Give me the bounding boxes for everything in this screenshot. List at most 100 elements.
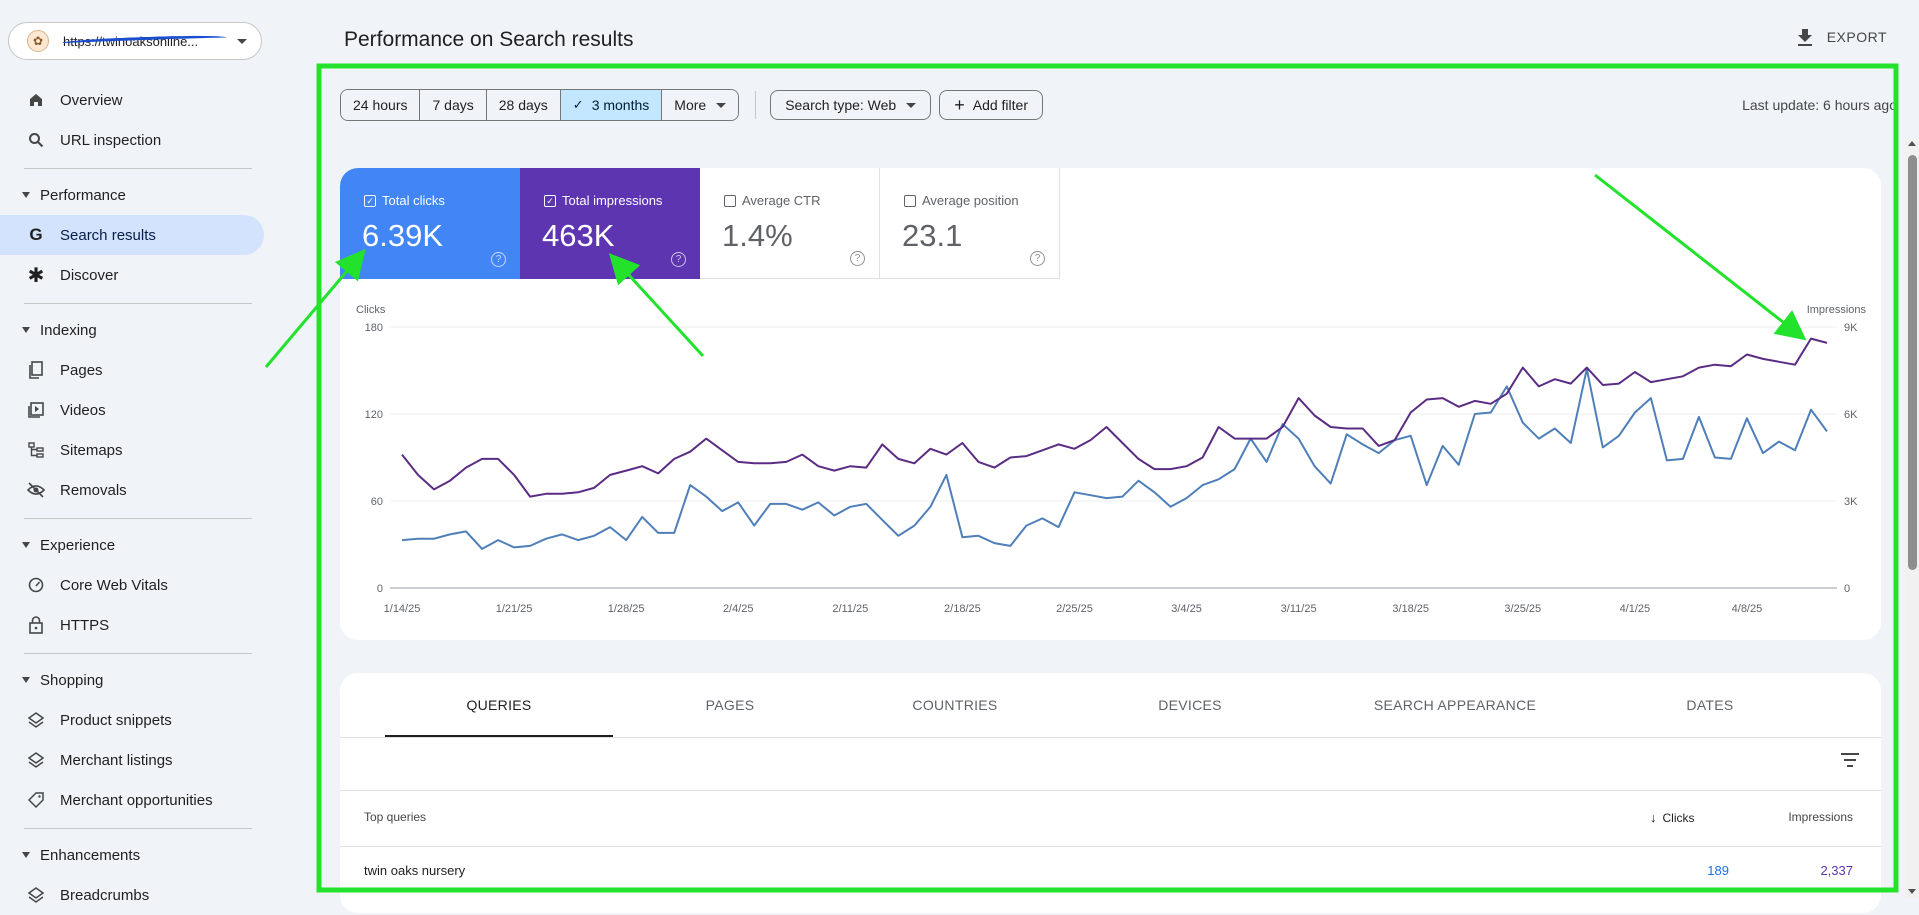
column-header-impressions[interactable]: Impressions xyxy=(1788,810,1853,824)
y-tick-label-left: 120 xyxy=(365,409,383,421)
sidebar-item-label: Sitemaps xyxy=(60,441,123,459)
search-type-dropdown[interactable]: Search type: Web xyxy=(770,90,932,120)
sidebar-item-sitemaps[interactable]: Sitemaps xyxy=(0,430,264,470)
x-tick-label: 2/11/25 xyxy=(832,603,868,615)
search-type-label: Search type: Web xyxy=(785,97,897,113)
sidebar-item-label: Discover xyxy=(60,266,119,284)
pages-icon xyxy=(26,360,46,380)
section-title: Shopping xyxy=(40,671,104,689)
x-tick-label: 2/4/25 xyxy=(723,603,754,615)
section-title: Performance xyxy=(40,186,126,204)
scrollbar-thumb[interactable] xyxy=(1908,155,1917,570)
tab-dates[interactable]: DATES xyxy=(1686,697,1734,713)
sidebar-item-removals[interactable]: Removals xyxy=(0,470,264,510)
divider xyxy=(24,518,252,519)
sidebar-item-product-snippets[interactable]: Product snippets xyxy=(0,700,264,740)
sidebar-item-pages[interactable]: Pages xyxy=(0,350,264,390)
sidebar-item-search-results[interactable]: G Search results xyxy=(0,215,264,255)
section-indexing[interactable]: Indexing xyxy=(0,315,264,345)
sidebar-item-overview[interactable]: Overview xyxy=(0,80,264,120)
range-3-months[interactable]: ✓ 3 months xyxy=(560,90,663,120)
scroll-up-arrow-icon[interactable] xyxy=(1908,141,1916,146)
x-tick-label: 1/14/25 xyxy=(384,603,421,615)
sidebar-item-label: Removals xyxy=(60,481,127,499)
x-tick-label: 3/4/25 xyxy=(1171,603,1202,615)
divider xyxy=(340,790,1881,791)
range-7-days[interactable]: 7 days xyxy=(420,90,487,120)
divider xyxy=(24,303,252,304)
impressions-cell: 2,337 xyxy=(1820,863,1853,878)
layers-icon xyxy=(26,885,46,905)
column-header-query[interactable]: Top queries xyxy=(364,810,427,824)
tab-queries[interactable]: QUERIES xyxy=(466,697,532,713)
google-g-icon: G xyxy=(29,225,43,244)
performance-chart-card: ✓ Total clicks 6.39K ? ✓ Total impressions… xyxy=(340,168,1881,640)
x-tick-label: 4/8/25 xyxy=(1732,603,1763,615)
sidebar-item-https[interactable]: HTTPS xyxy=(0,605,264,645)
sidebar-item-url-inspection[interactable]: URL inspection xyxy=(0,120,264,160)
x-tick-label: 1/21/25 xyxy=(496,603,533,615)
range-24-hours[interactable]: 24 hours xyxy=(341,90,421,120)
divider xyxy=(24,168,252,169)
tab-devices[interactable]: DEVICES xyxy=(1158,697,1222,713)
sidebar-item-merchant-listings[interactable]: Merchant listings xyxy=(0,740,264,780)
sidebar-item-merchant-opportunities[interactable]: Merchant opportunities xyxy=(0,780,264,820)
report-table-card: QUERIES PAGES COUNTRIES DEVICES SEARCH A… xyxy=(340,673,1881,913)
range-label: 3 months xyxy=(591,97,650,113)
export-button[interactable]: EXPORT xyxy=(1797,28,1887,46)
sidebar-item-label: URL inspection xyxy=(60,131,162,149)
sidebar-item-label: Product snippets xyxy=(60,711,172,729)
range-28-days[interactable]: 28 days xyxy=(486,90,561,120)
chevron-down-icon xyxy=(906,102,917,108)
layers-icon xyxy=(26,710,46,730)
tab-pages[interactable]: PAGES xyxy=(705,697,755,713)
divider xyxy=(24,653,252,654)
y-tick-label-right: 3K xyxy=(1844,496,1858,508)
tab-countries[interactable]: COUNTRIES xyxy=(912,697,998,713)
tag-icon xyxy=(26,790,46,810)
last-update-text: Last update: 6 hours ago xyxy=(1742,97,1897,113)
section-shopping[interactable]: Shopping xyxy=(0,665,264,695)
y-tick-label-right: 0 xyxy=(1844,583,1850,595)
sidebar-item-breadcrumbs[interactable]: Breadcrumbs xyxy=(0,875,264,915)
sidebar-item-label: Videos xyxy=(60,401,106,419)
filter-rows-icon[interactable] xyxy=(1841,753,1859,767)
y-axis-label-left: Clicks xyxy=(356,304,386,316)
x-tick-label: 2/25/25 xyxy=(1056,603,1093,615)
y-tick-label-left: 60 xyxy=(371,496,383,508)
eye-off-icon xyxy=(26,480,46,500)
sidebar-item-core-web-vitals[interactable]: Core Web Vitals xyxy=(0,565,264,605)
sidebar-item-videos[interactable]: Videos xyxy=(0,390,264,430)
section-experience[interactable]: Experience xyxy=(0,530,264,560)
section-enhancements[interactable]: Enhancements xyxy=(0,840,264,870)
column-header-label: Clicks xyxy=(1662,810,1695,825)
divider xyxy=(24,828,252,829)
chevron-down-icon xyxy=(716,102,727,108)
x-tick-label: 3/18/25 xyxy=(1392,603,1429,615)
chevron-down-icon xyxy=(22,542,30,548)
section-title: Enhancements xyxy=(40,846,141,864)
sidebar-item-label: Search results xyxy=(60,226,156,244)
add-filter-button[interactable]: + Add filter xyxy=(939,90,1043,120)
date-range-segmented: 24 hours 7 days 28 days ✓ 3 months More xyxy=(340,89,740,121)
sidebar-nav: ✿ https://twinoaksonline... Overview URL… xyxy=(0,0,270,904)
section-performance[interactable]: Performance xyxy=(0,180,264,210)
section-title: Indexing xyxy=(40,321,97,339)
divider xyxy=(340,846,1881,847)
x-tick-label: 4/1/25 xyxy=(1620,603,1651,615)
property-selector[interactable]: ✿ https://twinoaksonline... xyxy=(8,22,262,60)
lock-icon xyxy=(26,615,46,635)
series-line-impressions xyxy=(401,337,1828,498)
tab-search-appearance[interactable]: SEARCH APPEARANCE xyxy=(1373,697,1537,713)
column-header-clicks[interactable]: ↓ Clicks xyxy=(1650,810,1695,825)
gauge-icon xyxy=(26,575,46,595)
sidebar-item-label: HTTPS xyxy=(60,616,110,634)
sidebar-item-discover[interactable]: ✱ Discover xyxy=(0,255,264,295)
check-icon: ✓ xyxy=(572,97,584,112)
range-more[interactable]: More xyxy=(662,90,739,120)
scroll-down-arrow-icon[interactable] xyxy=(1908,889,1916,894)
section-title: Experience xyxy=(40,536,116,554)
range-label: More xyxy=(674,97,707,113)
x-tick-label: 2/18/25 xyxy=(944,603,981,615)
sidebar-item-label: Merchant opportunities xyxy=(60,791,213,809)
